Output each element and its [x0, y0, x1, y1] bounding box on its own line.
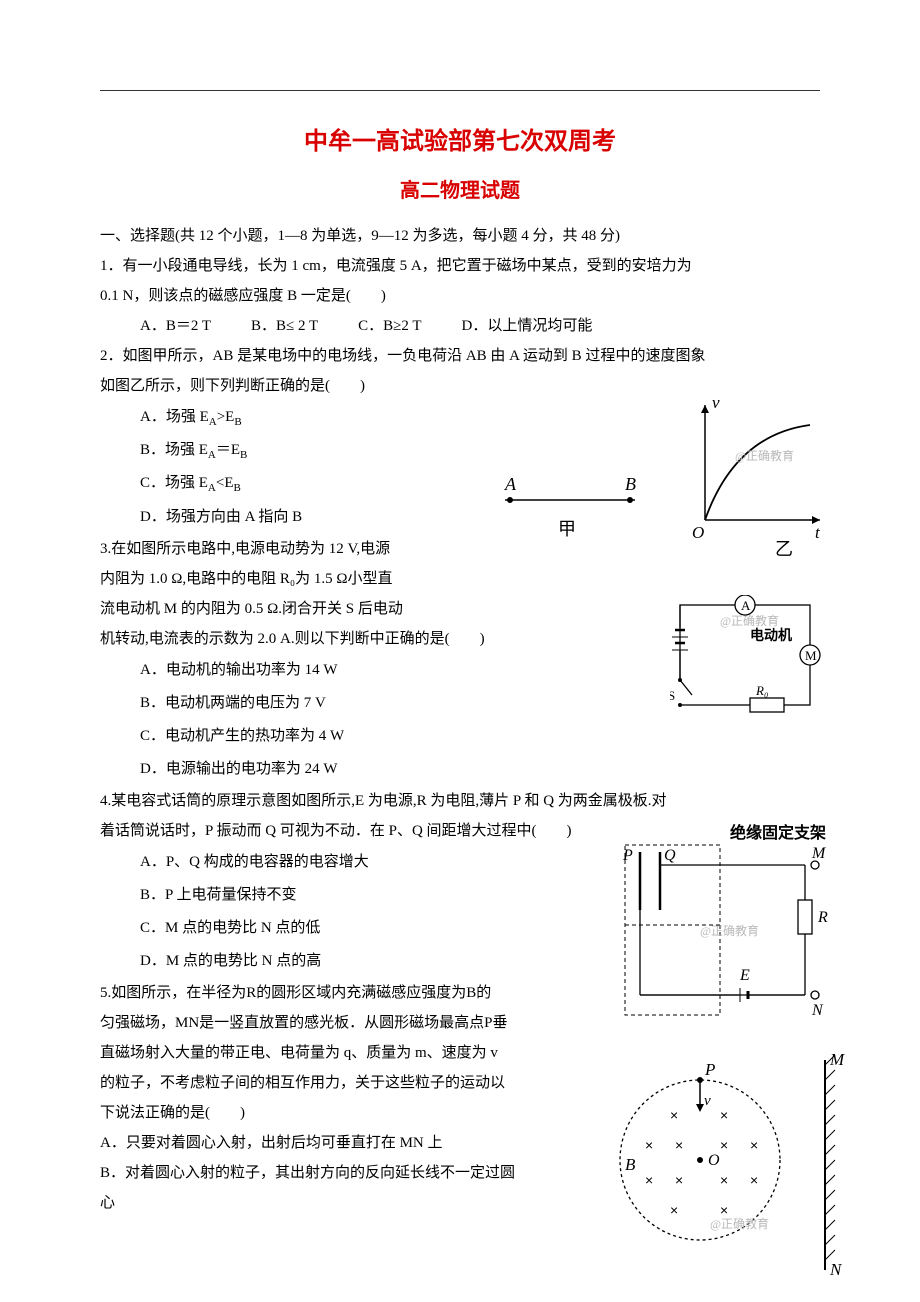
svg-text:×: × [645, 1172, 653, 1188]
q5-l3: 直磁场射入大量的带正电、电荷量为 q、质量为 m、速度为 v [100, 1038, 580, 1068]
q2-figure-yi: v t O 乙 @正确教育 [680, 390, 830, 560]
section-heading: 一、选择题(共 12 个小题，1—8 为单选，9—12 为多选，每小题 4 分，… [100, 221, 820, 251]
svg-text:×: × [675, 1137, 683, 1153]
title-main: 中牟一高试验部第七次双周考 [100, 121, 820, 156]
svg-text:×: × [675, 1172, 683, 1188]
q2-figure-jia: A B 甲 [480, 475, 660, 555]
title-sub: 高二物理试题 [100, 174, 820, 203]
q4-opt-b: B．P 上电荷量保持不变 [140, 879, 560, 912]
q2-opt-c: C．场强 EA<EB [140, 467, 500, 500]
svg-text:×: × [720, 1202, 728, 1218]
q1-options: A．B＝2 T B．B≤ 2 T C．B≥2 T D．以上情况均可能 [100, 311, 820, 341]
E-label: E [739, 967, 750, 984]
q4-opt-c: C．M 点的电势比 N 点的低 [140, 912, 560, 945]
origin: O [692, 523, 704, 542]
svg-text:×: × [750, 1172, 758, 1188]
B-label: B [625, 1155, 636, 1174]
svg-text:×: × [645, 1137, 653, 1153]
q1-opt-d: D．以上情况均可能 [462, 311, 593, 341]
watermark-icon: @正确教育 [720, 613, 779, 628]
motor-label: 电动机 [750, 627, 792, 644]
axis-t: t [815, 523, 821, 542]
P-label: P [704, 1060, 715, 1079]
q5-figure-field: M N P v O B × × × × × × × × × × × × @正确教育 [600, 1050, 850, 1280]
q2-opt-d: D．场强方向由 A 指向 B [140, 501, 500, 534]
bracket-label: 绝缘固定支架 [730, 823, 826, 842]
O-label: O [708, 1152, 720, 1169]
svg-text:×: × [670, 1107, 678, 1123]
watermark-icon: @正确教育 [700, 923, 759, 938]
q1-stem-1: 1．有一小段通电导线，长为 1 cm，电流强度 5 A，把它置于磁场中某点，受到… [100, 251, 820, 281]
q3-l1: 3.在如图所示电路中,电源电动势为 12 V,电源 [100, 534, 480, 564]
q3-l3: 流电动机 M 的内阻为 0.5 Ω.闭合开关 S 后电动 [100, 594, 480, 624]
svg-text:×: × [720, 1107, 728, 1123]
N-label: N [829, 1260, 843, 1279]
R-label: R [817, 909, 828, 926]
caption-yi: 乙 [775, 539, 793, 559]
q4-options: A．P、Q 构成的电容器的电容增大 B．P 上电荷量保持不变 C．M 点的电势比… [100, 846, 560, 978]
q2-stem-1: 2．如图甲所示，AB 是某电场中的电场线，一负电荷沿 AB 由 A 运动到 B … [100, 341, 820, 371]
svg-text:×: × [720, 1137, 728, 1153]
watermark-icon: @正确教育 [710, 1216, 769, 1231]
q1-opt-a: A．B＝2 T [140, 311, 211, 341]
watermark-icon: @正确教育 [735, 448, 794, 463]
q4-opt-a: A．P、Q 构成的电容器的电容增大 [140, 846, 560, 879]
q1-opt-c: C．B≥2 T [358, 311, 421, 341]
q4-l1: 4.某电容式话筒的原理示意图如图所示,E 为电源,R 为电阻,薄片 P 和 Q … [100, 786, 820, 816]
motor-m: M [805, 648, 817, 663]
P-label: P [622, 847, 633, 864]
q5-l4: 的粒子，不考虑粒子间的相互作用力，关于这些粒子的运动以 [100, 1068, 580, 1098]
exam-page: 中牟一高试验部第七次双周考 高二物理试题 一、选择题(共 12 个小题，1—8 … [0, 0, 920, 1278]
q2-options: A．场强 EA>EB B．场强 EA＝EB C．场强 EA<EB D．场强方向由… [100, 401, 500, 534]
label-B: B [625, 475, 636, 494]
q5-opt-b1: B．对着圆心入射的粒子，其出射方向的反向延长线不一定过圆 [100, 1158, 580, 1188]
q3-figure-circuit: A M 电动机 R₀ S @正确教育 [670, 595, 830, 715]
svg-text:×: × [750, 1137, 758, 1153]
q2-opt-b: B．场强 EA＝EB [140, 434, 500, 467]
q4-opt-d: D．M 点的电势比 N 点的高 [140, 945, 560, 978]
q5-l2: 匀强磁场，MN是一竖直放置的感光板．从圆形磁场最高点P垂 [100, 1008, 580, 1038]
q3-l2: 内阻为 1.0 Ω,电路中的电阻 R₀为 1.5 Ω小型直 [100, 564, 480, 594]
top-rule [100, 90, 820, 91]
v-label: v [704, 1093, 711, 1109]
q3-opt-c: C．电动机产生的热功率为 4 W [140, 720, 820, 753]
switch-label: S [670, 688, 675, 703]
svg-text:×: × [670, 1202, 678, 1218]
q1-opt-b: B．B≤ 2 T [251, 311, 318, 341]
M-label: M [811, 845, 827, 862]
q4-figure-mic: 绝缘固定支架 P Q M N R [590, 820, 840, 1030]
caption-jia: 甲 [558, 519, 576, 539]
axis-v: v [712, 393, 720, 412]
q2-opt-a: A．场强 EA>EB [140, 401, 500, 434]
N-label: N [811, 1002, 824, 1019]
Q-label: Q [664, 847, 676, 864]
q1-stem-2: 0.1 N，则该点的磁感应强度 B 一定是( ) [100, 281, 820, 311]
res-label: R₀ [755, 683, 768, 698]
svg-text:×: × [720, 1172, 728, 1188]
label-A: A [504, 475, 517, 494]
M-label: M [829, 1050, 845, 1069]
q5-l1: 5.如图所示，在半径为R的圆形区域内充满磁感应强度为B的 [100, 978, 580, 1008]
ammeter-label: A [741, 598, 751, 613]
q3-opt-d: D．电源输出的电功率为 24 W [140, 753, 820, 786]
